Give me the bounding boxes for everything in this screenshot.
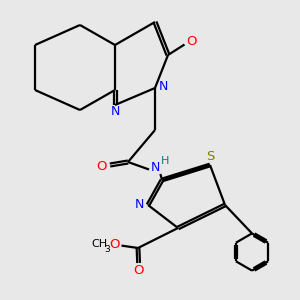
Text: S: S	[206, 150, 214, 163]
Text: N: N	[110, 105, 120, 118]
Text: 3: 3	[104, 245, 110, 254]
Text: N: N	[151, 160, 160, 174]
Text: N: N	[135, 199, 144, 212]
Text: O: O	[96, 160, 107, 173]
Text: O: O	[110, 238, 120, 250]
Text: O: O	[186, 35, 196, 48]
Text: N: N	[159, 80, 168, 93]
Text: O: O	[133, 264, 144, 277]
Text: H: H	[161, 156, 170, 166]
Text: CH: CH	[92, 239, 108, 249]
